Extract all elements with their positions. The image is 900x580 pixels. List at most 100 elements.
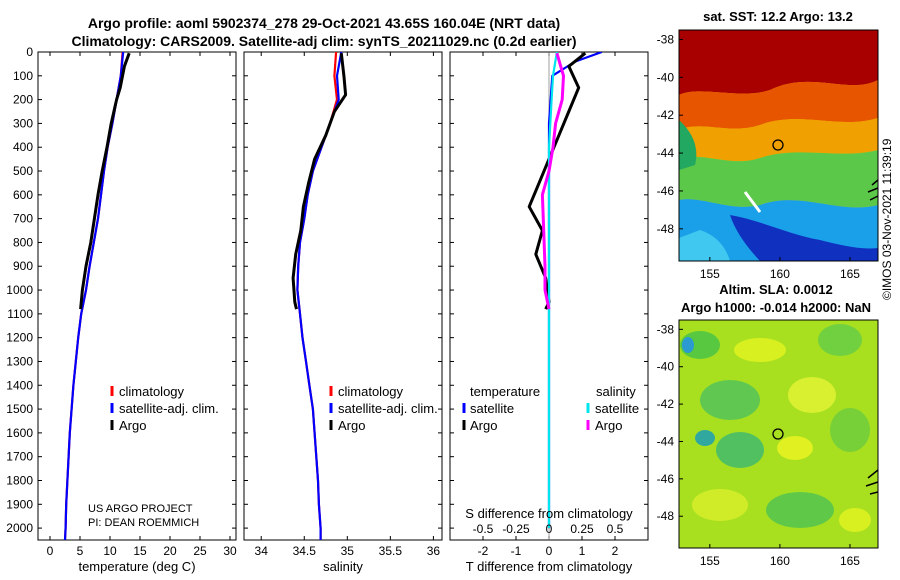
depth-tick-label: 1400: [6, 378, 33, 392]
sla-lat-label: -38: [657, 322, 675, 336]
salinity-line-satellite-adj-clim-: [296, 52, 343, 540]
difference-xtick-label: -2: [478, 544, 489, 558]
depth-tick-label: 1000: [6, 283, 33, 297]
temperature-xlabel: temperature (deg C): [78, 559, 195, 574]
temperature-xtick-label: 30: [223, 544, 237, 558]
depth-tick-label: 1200: [6, 331, 33, 345]
depth-tick-label: 1700: [6, 450, 33, 464]
sst-lat-label: -40: [657, 70, 675, 84]
depth-tick-label: 700: [13, 212, 33, 226]
depth-tick-label: 1800: [6, 473, 33, 487]
salinity-legend: climatology satellite-adj. clim. Argo: [329, 384, 438, 433]
difference-legend-s-argo: Argo: [595, 418, 622, 433]
depth-axis: 0 100 200 300 400 500 600 700 800 900 1000 1100 1200…: [6, 45, 648, 535]
s-difference-tick-label: -0.5: [473, 522, 494, 536]
difference-legend-t-argo: Argo: [470, 418, 497, 433]
depth-tick-label: 1300: [6, 354, 33, 368]
difference-xtick-label: 1: [579, 544, 586, 558]
temperature-xtick-label: 25: [193, 544, 207, 558]
difference-xlabel: T difference from climatology: [466, 559, 633, 574]
s-difference-tick-label: 0.25: [570, 522, 594, 536]
salinity-legend-climatology: climatology: [338, 384, 404, 399]
salinity-x-axis: 34 34.5 35 35.5 36: [255, 52, 441, 558]
temperature-xtick-label: 15: [133, 544, 147, 558]
depth-tick-label: 600: [13, 188, 33, 202]
depth-tick-label: 300: [13, 116, 33, 130]
s-difference-ticks: -0.5 -0.25 0 0.25 0.5: [473, 522, 624, 536]
difference-legend-s-satellite: satellite: [595, 401, 639, 416]
credit-project: US ARGO PROJECT: [88, 503, 193, 515]
salinity-xlabel: salinity: [323, 559, 363, 574]
sst-map-title: sat. SST: 12.2 Argo: 13.2: [703, 9, 853, 24]
difference-legend-temperature-title: temperature: [470, 384, 540, 399]
figure-title-line1: Argo profile: aoml 5902374_278 29-Oct-20…: [87, 15, 561, 31]
difference-series: [527, 52, 603, 540]
sla-map-ticks: -38 -40 -42 -44 -46 -48 155 160 165: [657, 322, 861, 568]
difference-line-salinity-argo: [540, 52, 565, 310]
sla-lon-label: 160: [770, 554, 790, 568]
temperature-legend-satellite: satellite-adj. clim.: [119, 401, 219, 416]
difference-line-salinity-satellite: [547, 52, 558, 529]
sla-lat-label: -46: [657, 472, 675, 486]
salinity-xtick-label: 35.5: [379, 544, 403, 558]
temperature-legend-climatology: climatology: [119, 384, 185, 399]
sst-lat-label: -42: [657, 108, 675, 122]
temperature-xtick-label: 5: [77, 544, 84, 558]
salinity-legend-argo: Argo: [338, 418, 365, 433]
sla-map-title1: Altim. SLA: 0.0012: [719, 282, 832, 297]
sla-lat-label: -42: [657, 397, 675, 411]
figure-title-line2: Climatology: CARS2009. Satellite-adj cli…: [71, 33, 577, 49]
salinity-line-argo: [291, 53, 348, 310]
s-difference-tick-label: -0.25: [502, 522, 530, 536]
temperature-line-argo: [79, 52, 131, 310]
salinity-xtick-label: 36: [427, 544, 441, 558]
sla-lat-label: -48: [657, 509, 675, 523]
sla-map-title2: Argo h1000: -0.014 h2000: NaN: [681, 300, 871, 315]
depth-tick-label: 1900: [6, 497, 33, 511]
salinity-xtick-label: 34: [255, 544, 269, 558]
sst-lat-label: -48: [657, 222, 675, 236]
depth-tick-label: 200: [13, 93, 33, 107]
salinity-xtick-label: 35: [341, 544, 355, 558]
temperature-series: [63, 52, 131, 540]
temperature-legend: climatology satellite-adj. clim. Argo: [110, 384, 219, 433]
difference-xtick-label: 2: [612, 544, 619, 558]
temperature-xtick-label: 0: [47, 544, 54, 558]
sla-lon-label: 155: [700, 554, 720, 568]
s-difference-tick-label: 0: [546, 522, 553, 536]
depth-tick-label: 2000: [6, 521, 33, 535]
depth-tick-label: 1600: [6, 426, 33, 440]
salinity-panel-frame: [243, 51, 443, 541]
difference-legend-t-satellite: satellite: [470, 401, 514, 416]
temperature-xtick-label: 10: [103, 544, 117, 558]
difference-xtick-label: -1: [511, 544, 522, 558]
imos-timestamp: ©IMOS 03-Nov-2021 11:39:19: [880, 138, 894, 300]
difference-legend: temperature salinity satellite Argo sate…: [462, 384, 639, 433]
temperature-x-axis: 0 5 10 15 20 25 30: [47, 52, 237, 558]
sst-lat-label: -46: [657, 184, 675, 198]
sst-lon-label: 160: [770, 267, 790, 281]
temperature-xtick-label: 20: [163, 544, 177, 558]
sst-lon-label: 165: [840, 267, 860, 281]
sst-lon-label: 155: [700, 267, 720, 281]
difference-xtick-label: 0: [546, 544, 553, 558]
temperature-panel-frame: [37, 51, 237, 541]
sst-lat-label: -38: [657, 32, 675, 46]
s-difference-tick-label: 0.5: [607, 522, 624, 536]
s-difference-label: S difference from climatology: [465, 506, 633, 521]
credit-pi: PI: DEAN ROEMMICH: [88, 517, 199, 529]
depth-tick-label: 100: [13, 69, 33, 83]
sla-lat-label: -40: [657, 360, 675, 374]
sla-lon-label: 165: [840, 554, 860, 568]
salinity-xtick-label: 34.5: [293, 544, 317, 558]
temperature-line-satellite-adj-clim-: [63, 52, 125, 540]
depth-tick-label: 400: [13, 140, 33, 154]
sst-map: [678, 29, 879, 262]
salinity-legend-satellite: satellite-adj. clim.: [338, 401, 438, 416]
difference-line-temperature-argo: [527, 52, 587, 310]
salinity-series: [291, 52, 348, 540]
depth-tick-label: 1500: [6, 402, 33, 416]
depth-tick-label: 500: [13, 164, 33, 178]
depth-tick-label: 900: [13, 259, 33, 273]
